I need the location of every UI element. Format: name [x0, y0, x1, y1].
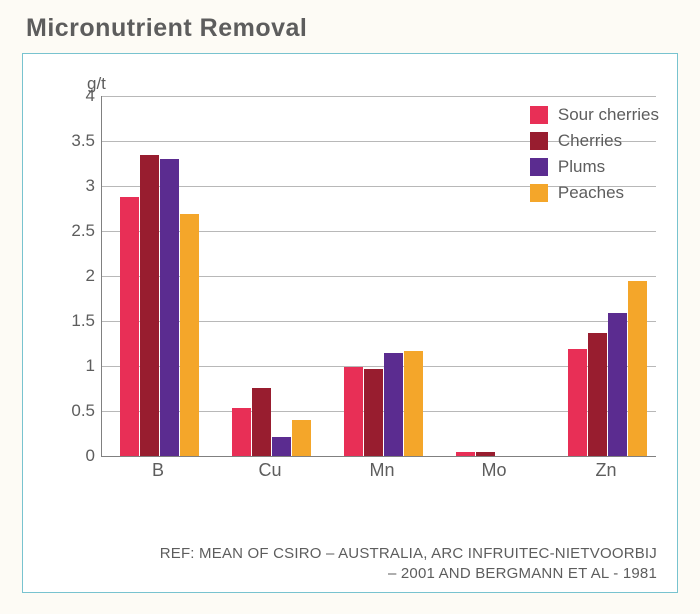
bar: [364, 369, 383, 456]
legend-item: Sour cherries: [530, 102, 659, 128]
page-container: Micronutrient Removal g/t 00.511.522.533…: [0, 0, 700, 614]
legend-label: Sour cherries: [558, 105, 659, 125]
bar: [588, 333, 607, 456]
legend-item: Plums: [530, 154, 659, 180]
reference-line-2: – 2001 AND BERGMANN ET AL - 1981: [388, 565, 657, 582]
bar: [252, 388, 271, 456]
bar: [160, 159, 179, 456]
bar: [476, 452, 495, 456]
bar: [404, 351, 423, 456]
bar: [608, 313, 627, 456]
legend-label: Peaches: [558, 183, 624, 203]
legend-swatch: [530, 132, 548, 150]
x-category-label: Mn: [369, 460, 394, 481]
reference-text: REF: MEAN OF CSIRO – AUSTRALIA, ARC INFR…: [160, 544, 657, 585]
y-tick-label: 1.5: [55, 311, 95, 331]
bar: [292, 420, 311, 456]
y-tick-label: 0.5: [55, 401, 95, 421]
bar: [180, 214, 199, 456]
x-category-label: B: [152, 460, 164, 481]
bar: [456, 452, 475, 456]
legend-item: Peaches: [530, 180, 659, 206]
legend: Sour cherries Cherries Plums Peaches: [530, 102, 659, 206]
y-tick-label: 2: [55, 266, 95, 286]
x-category-label: Mo: [481, 460, 506, 481]
y-tick-label: 0: [55, 446, 95, 466]
legend-swatch: [530, 106, 548, 124]
bar: [344, 367, 363, 456]
legend-swatch: [530, 184, 548, 202]
y-tick-label: 3.5: [55, 131, 95, 151]
bar: [568, 349, 587, 456]
legend-label: Plums: [558, 157, 605, 177]
bar: [628, 281, 647, 456]
chart-panel: g/t 00.511.522.533.54 BCuMnMoZn Sour che…: [22, 53, 678, 593]
bar: [140, 155, 159, 457]
bar: [384, 353, 403, 457]
bar: [232, 408, 251, 456]
y-tick-label: 4: [55, 86, 95, 106]
reference-line-1: REF: MEAN OF CSIRO – AUSTRALIA, ARC INFR…: [160, 545, 657, 562]
legend-swatch: [530, 158, 548, 176]
y-tick-label: 3: [55, 176, 95, 196]
bar: [120, 197, 139, 456]
bar: [272, 437, 291, 456]
legend-label: Cherries: [558, 131, 622, 151]
x-category-label: Zn: [595, 460, 616, 481]
y-tick-label: 2.5: [55, 221, 95, 241]
gridline: [102, 96, 656, 97]
x-category-label: Cu: [258, 460, 281, 481]
y-tick-label: 1: [55, 356, 95, 376]
chart-title: Micronutrient Removal: [26, 14, 678, 43]
legend-item: Cherries: [530, 128, 659, 154]
